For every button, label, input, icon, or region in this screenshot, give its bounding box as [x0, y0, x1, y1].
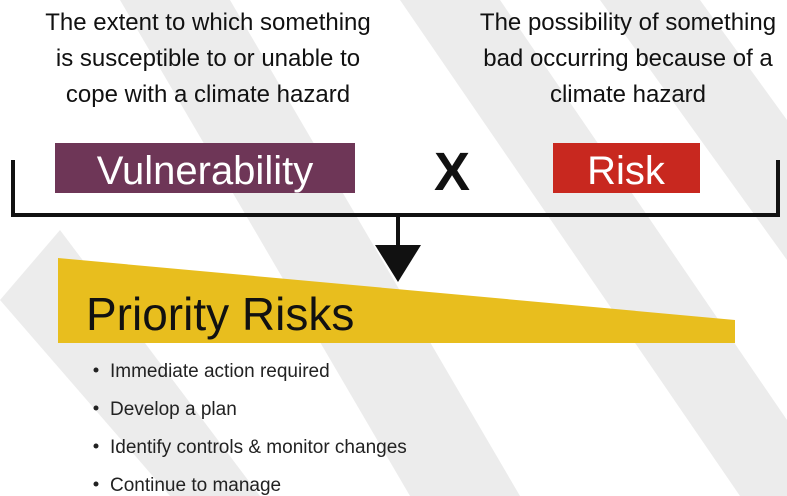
risk-label: Risk [587, 149, 666, 193]
right-description: climate hazard [550, 81, 706, 108]
bullet-dot [93, 443, 99, 449]
bullet-dot [93, 405, 99, 411]
vulnerability-box [55, 143, 355, 193]
left-description: is susceptible to or unable to [56, 45, 360, 72]
arrow-head [375, 245, 421, 282]
bullet-dot [93, 481, 99, 487]
vulnerability-label: Vulnerability [97, 149, 313, 193]
bullet-text: Develop a plan [110, 399, 237, 420]
left-description: cope with a climate hazard [66, 81, 350, 108]
risk-box [553, 143, 700, 193]
right-description: The possibility of something [480, 9, 776, 36]
left-description: The extent to which something [45, 9, 371, 36]
bullet-text: Identify controls & monitor changes [110, 437, 407, 458]
bullet-dot [93, 367, 99, 373]
right-description: bad occurring because of a [483, 45, 773, 72]
operator: X [434, 142, 470, 202]
bullet-list: Immediate action required Develop a plan… [93, 361, 407, 496]
priority-wedge [58, 258, 735, 343]
bullet-text: Continue to manage [110, 475, 281, 496]
bullet-text: Immediate action required [110, 361, 330, 382]
bracket [11, 160, 780, 217]
result-title: Priority Risks [86, 288, 354, 340]
